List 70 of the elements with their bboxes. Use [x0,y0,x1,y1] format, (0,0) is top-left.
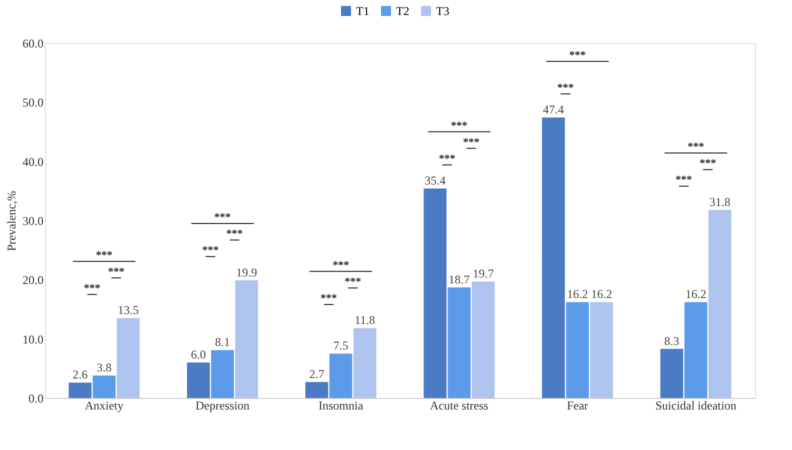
data-label: 19.7 [472,266,494,280]
bar [424,188,447,398]
bar [211,350,234,398]
legend-label: T3 [436,4,450,18]
bar [116,318,140,398]
bar [187,362,210,398]
data-label: 18.7 [448,272,470,286]
data-label: 35.4 [424,174,446,188]
data-label: 8.1 [215,335,230,350]
data-label: 7.5 [333,338,348,353]
bar [708,210,732,398]
data-label: 19.9 [236,265,258,280]
x-tick-label: Insomnia [318,398,364,412]
x-tick-label: Acute stress [430,398,489,412]
annotation: *** [688,141,705,154]
bar [353,328,376,398]
annotation: *** [202,244,220,257]
y-tick-label: 20.0 [22,273,44,288]
annotation: *** [700,158,717,170]
data-label: 8.3 [664,334,680,348]
x-tick-label: Suicidal ideation [655,398,736,412]
bar [590,302,613,398]
annotation: *** [676,174,693,186]
annotation: *** [84,282,101,294]
annotation: *** [438,152,456,165]
y-axis-title: Prevalenc,% [4,190,18,252]
y-tick-label: 0.0 [28,392,44,406]
annotation: *** [226,228,244,240]
data-label: 47.4 [542,102,564,117]
x-tick-label: Fear [566,398,588,412]
annotation: *** [332,259,350,272]
y-tick-label: 60.0 [22,36,44,50]
bar [684,302,708,398]
bar [566,302,589,398]
y-tick-label: 40.0 [22,154,44,169]
annotation: *** [96,249,113,262]
legend-label: T2 [396,4,410,18]
data-label: 16.2 [591,287,612,302]
legend-label: T1 [356,4,370,18]
annotation: *** [569,49,586,62]
data-label: 16.2 [685,287,706,302]
x-tick-label: Depression [196,398,250,412]
annotation: *** [108,266,125,278]
annotation: *** [344,276,362,288]
y-tick-label: 30.0 [22,214,44,228]
annotation: *** [450,120,468,132]
annotation: *** [462,136,480,148]
bar [305,382,328,398]
annotation: *** [214,211,232,224]
x-tick-label: Anxiety [84,398,124,412]
data-label: 16.2 [567,287,588,302]
y-tick-label: 50.0 [22,96,44,110]
bar [92,376,116,398]
data-label: 31.8 [709,194,730,209]
bar [329,354,352,398]
data-label: 11.8 [354,313,376,328]
bar [660,348,684,398]
bar [448,287,471,398]
annotation: *** [557,82,574,94]
bar [235,280,258,398]
data-label: 6.0 [190,348,206,362]
bar [472,281,495,398]
data-label: 2.6 [72,368,88,382]
annotation: *** [320,292,338,305]
data-label: 2.7 [309,367,324,382]
bar [542,118,565,398]
data-label: 3.8 [96,360,112,375]
y-tick-label: 10.0 [22,332,44,346]
data-label: 13.5 [118,303,139,318]
bar [68,382,92,398]
